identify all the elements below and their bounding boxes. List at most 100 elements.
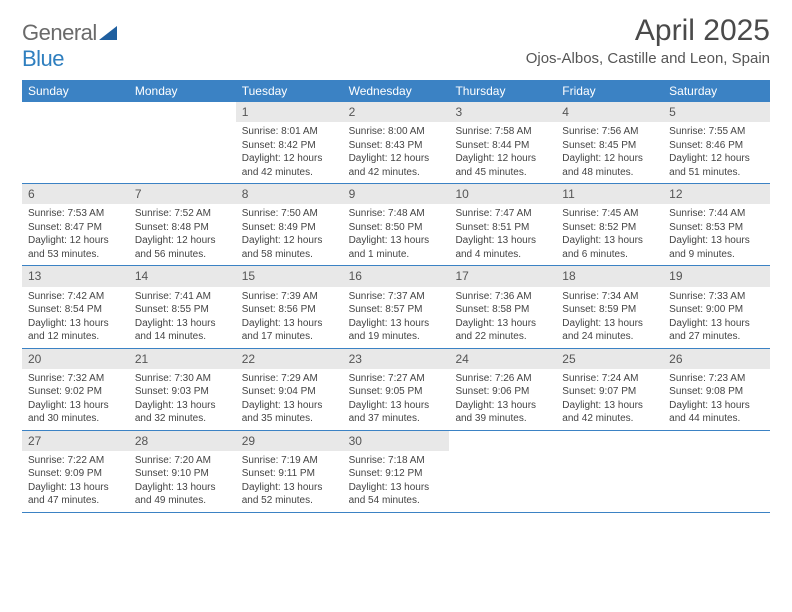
- day-body: Sunrise: 7:37 AMSunset: 8:57 PMDaylight:…: [343, 287, 450, 348]
- location-text: Ojos-Albos, Castille and Leon, Spain: [526, 50, 770, 67]
- sunrise-text: Sunrise: 7:32 AM: [28, 372, 123, 386]
- day-number: 10: [449, 184, 556, 204]
- day-cell: 14Sunrise: 7:41 AMSunset: 8:55 PMDayligh…: [129, 266, 236, 347]
- daylight-line1: Daylight: 13 hours: [349, 234, 444, 248]
- empty-cell: [22, 102, 129, 183]
- day-number: 16: [343, 266, 450, 286]
- sunrise-text: Sunrise: 7:53 AM: [28, 207, 123, 221]
- day-body: Sunrise: 7:50 AMSunset: 8:49 PMDaylight:…: [236, 204, 343, 265]
- day-cell: 19Sunrise: 7:33 AMSunset: 9:00 PMDayligh…: [663, 266, 770, 347]
- daylight-line2: and 58 minutes.: [242, 248, 337, 262]
- day-cell: 7Sunrise: 7:52 AMSunset: 8:48 PMDaylight…: [129, 184, 236, 265]
- day-number: 11: [556, 184, 663, 204]
- sunrise-text: Sunrise: 7:56 AM: [562, 125, 657, 139]
- daylight-line1: Daylight: 13 hours: [562, 234, 657, 248]
- daylight-line1: Daylight: 13 hours: [135, 317, 230, 331]
- day-number: 7: [129, 184, 236, 204]
- sunrise-text: Sunrise: 7:41 AM: [135, 290, 230, 304]
- week-row: 20 Sunrise: 7:32 AMSunset: 9:02 PM Dayligh…: [22, 349, 770, 431]
- day-number: 20: [22, 349, 129, 369]
- week-row: 13Sunrise: 7:42 AMSunset: 8:54 PMDayligh…: [22, 266, 770, 348]
- day-number: 24: [449, 349, 556, 369]
- sunrise-text: Sunrise: 7:48 AM: [349, 207, 444, 221]
- daylight-line2: and 42 minutes.: [242, 166, 337, 180]
- sunrise-text: Sunrise: 7:20 AM: [135, 454, 230, 468]
- daylight-line2: and 47 minutes.: [28, 494, 123, 508]
- daylight-line2: and 12 minutes.: [28, 330, 123, 344]
- sunrise-text: Sunrise: 7:33 AM: [669, 290, 764, 304]
- daylight-line1: Daylight: 13 hours: [455, 399, 550, 413]
- sunrise-text: Sunrise: 7:34 AM: [562, 290, 657, 304]
- day-body: Sunrise: 7:44 AMSunset: 8:53 PMDaylight:…: [663, 204, 770, 265]
- daylight-line2: and 4 minutes.: [455, 248, 550, 262]
- sunrise-text: Sunrise: 7:18 AM: [349, 454, 444, 468]
- daylight-line2: and 24 minutes.: [562, 330, 657, 344]
- week-row: 6Sunrise: 7:53 AMSunset: 8:47 PMDaylight…: [22, 184, 770, 266]
- daylight-line1: Daylight: 13 hours: [242, 481, 337, 495]
- day-cell: 16Sunrise: 7:37 AMSunset: 8:57 PMDayligh…: [343, 266, 450, 347]
- daylight-line1: Daylight: 13 hours: [135, 399, 230, 413]
- day-number: 3: [449, 102, 556, 122]
- sunrise-text: Sunrise: 7:45 AM: [562, 207, 657, 221]
- day-cell: 22Sunrise: 7:29 AMSunset: 9:04 PMDayligh…: [236, 349, 343, 430]
- daylight-line2: and 45 minutes.: [455, 166, 550, 180]
- day-body: Sunrise: 7:22 AMSunset: 9:09 PMDaylight:…: [22, 451, 129, 512]
- day-number: 8: [236, 184, 343, 204]
- sunset-text: Sunset: 8:55 PM: [135, 303, 230, 317]
- daylight-line2: and 56 minutes.: [135, 248, 230, 262]
- daylight-line1: Daylight: 12 hours: [242, 234, 337, 248]
- day-header-cell: Sunday: [22, 80, 129, 102]
- day-body: Sunrise: 7:55 AMSunset: 8:46 PMDaylight:…: [663, 122, 770, 183]
- day-body: Sunrise: 7:58 AMSunset: 8:44 PMDaylight:…: [449, 122, 556, 183]
- day-cell: 9Sunrise: 7:48 AMSunset: 8:50 PMDaylight…: [343, 184, 450, 265]
- day-number: 19: [663, 266, 770, 286]
- day-number: 17: [449, 266, 556, 286]
- daylight-line1: Daylight: 13 hours: [28, 317, 123, 331]
- day-cell: 23Sunrise: 7:27 AMSunset: 9:05 PMDayligh…: [343, 349, 450, 430]
- day-body: Sunrise: 7:23 AMSunset: 9:08 PMDaylight:…: [663, 369, 770, 430]
- daylight-line1: Daylight: 12 hours: [242, 152, 337, 166]
- day-number: 1: [236, 102, 343, 122]
- day-body: Sunrise: 7:19 AMSunset: 9:11 PMDaylight:…: [236, 451, 343, 512]
- sunrise-text: Sunrise: 7:36 AM: [455, 290, 550, 304]
- daylight-line2: and 49 minutes.: [135, 494, 230, 508]
- sunset-text: Sunset: 9:02 PM: [28, 385, 123, 399]
- month-title: April 2025: [526, 14, 770, 48]
- daylight-line2: and 14 minutes.: [135, 330, 230, 344]
- sunrise-text: Sunrise: 7:52 AM: [135, 207, 230, 221]
- day-body: Sunrise: 7:53 AMSunset: 8:47 PMDaylight:…: [22, 204, 129, 265]
- sunrise-text: Sunrise: 7:47 AM: [455, 207, 550, 221]
- daylight-line2: and 37 minutes.: [349, 412, 444, 426]
- sunset-text: Sunset: 9:09 PM: [28, 467, 123, 481]
- daylight-line2: and 48 minutes.: [562, 166, 657, 180]
- day-number: 18: [556, 266, 663, 286]
- daylight-line1: Daylight: 13 hours: [135, 481, 230, 495]
- daylight-line1: Daylight: 13 hours: [455, 234, 550, 248]
- sunrise-text: Sunrise: 7:58 AM: [455, 125, 550, 139]
- sunset-text: Sunset: 8:57 PM: [349, 303, 444, 317]
- day-number: 15: [236, 266, 343, 286]
- brand-part1: General: [22, 20, 97, 45]
- daylight-line1: Daylight: 13 hours: [455, 317, 550, 331]
- sunset-text: Sunset: 8:56 PM: [242, 303, 337, 317]
- daylight-line2: and 53 minutes.: [28, 248, 123, 262]
- day-header-cell: Saturday: [663, 80, 770, 102]
- daylight-line2: and 30 minutes.: [28, 412, 123, 426]
- sunset-text: Sunset: 8:49 PM: [242, 221, 337, 235]
- daylight-line1: Daylight: 13 hours: [349, 481, 444, 495]
- sunrise-text: Sunrise: 7:55 AM: [669, 125, 764, 139]
- day-number: 2: [343, 102, 450, 122]
- sunset-text: Sunset: 8:58 PM: [455, 303, 550, 317]
- day-cell: 27Sunrise: 7:22 AMSunset: 9:09 PMDayligh…: [22, 431, 129, 512]
- empty-cell: [556, 431, 663, 512]
- day-cell: 13Sunrise: 7:42 AMSunset: 8:54 PMDayligh…: [22, 266, 129, 347]
- day-body: Sunrise: 7:47 AMSunset: 8:51 PMDaylight:…: [449, 204, 556, 265]
- sunset-text: Sunset: 8:43 PM: [349, 139, 444, 153]
- sunset-text: Sunset: 8:47 PM: [28, 221, 123, 235]
- brand-logo: GeneralBlue: [22, 20, 117, 72]
- sunrise-text: Sunrise: 7:50 AM: [242, 207, 337, 221]
- day-cell: 1Sunrise: 8:01 AMSunset: 8:42 PMDaylight…: [236, 102, 343, 183]
- day-cell: 24Sunrise: 7:26 AMSunset: 9:06 PMDayligh…: [449, 349, 556, 430]
- sunset-text: Sunset: 8:45 PM: [562, 139, 657, 153]
- day-body: Sunrise: 7:34 AMSunset: 8:59 PMDaylight:…: [556, 287, 663, 348]
